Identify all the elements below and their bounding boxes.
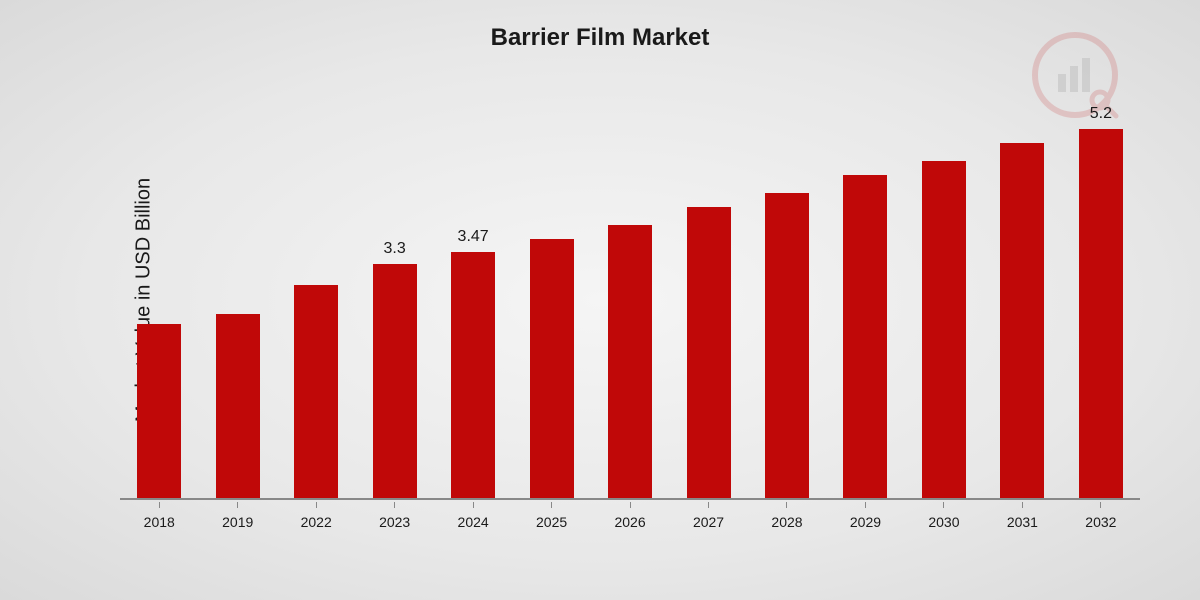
x-tick: 2028 (748, 502, 826, 542)
bar-slot (826, 110, 904, 498)
tick-mark (786, 502, 787, 508)
bar (530, 239, 574, 498)
x-tick: 2027 (669, 502, 747, 542)
tick-mark (708, 502, 709, 508)
bars-container: 3.3 3.47 5.2 (120, 110, 1140, 498)
x-tick-label: 2031 (1007, 514, 1038, 530)
x-tick-label: 2022 (301, 514, 332, 530)
bar (294, 285, 338, 498)
x-tick: 2019 (198, 502, 276, 542)
bar (687, 207, 731, 498)
x-tick-label: 2029 (850, 514, 881, 530)
x-axis: 2018 2019 2022 2023 2024 2025 2026 2027 2028 2029… (120, 502, 1140, 542)
chart-title: Barrier Film Market (0, 24, 1200, 52)
x-tick: 2032 (1062, 502, 1140, 542)
value-label: 3.47 (458, 228, 489, 246)
tick-mark (865, 502, 866, 508)
tick-mark (630, 502, 631, 508)
tick-mark (1100, 502, 1101, 508)
plot-area: 3.3 3.47 5.2 (120, 110, 1140, 500)
bar (922, 161, 966, 498)
x-tick: 2018 (120, 502, 198, 542)
x-tick-label: 2028 (771, 514, 802, 530)
bar (216, 314, 260, 498)
bar-slot (591, 110, 669, 498)
bar-slot (748, 110, 826, 498)
bar-slot (905, 110, 983, 498)
bar (608, 225, 652, 498)
bar-slot (669, 110, 747, 498)
x-tick-label: 2019 (222, 514, 253, 530)
tick-mark (943, 502, 944, 508)
tick-mark (551, 502, 552, 508)
tick-mark (316, 502, 317, 508)
x-tick-label: 2025 (536, 514, 567, 530)
tick-mark (237, 502, 238, 508)
bar (1000, 143, 1044, 498)
bar-slot (277, 110, 355, 498)
tick-mark (394, 502, 395, 508)
x-tick-label: 2030 (928, 514, 959, 530)
x-tick-label: 2018 (144, 514, 175, 530)
x-tick-label: 2023 (379, 514, 410, 530)
bar-slot (198, 110, 276, 498)
bar (843, 175, 887, 498)
value-label: 5.2 (1090, 105, 1112, 123)
bar: 3.3 (373, 264, 417, 498)
bar-slot (512, 110, 590, 498)
tick-mark (159, 502, 160, 508)
tick-mark (473, 502, 474, 508)
x-tick: 2024 (434, 502, 512, 542)
bar-slot: 3.47 (434, 110, 512, 498)
x-tick: 2029 (826, 502, 904, 542)
value-label: 3.3 (384, 240, 406, 258)
x-tick-label: 2026 (614, 514, 645, 530)
x-tick: 2026 (591, 502, 669, 542)
bar: 5.2 (1079, 129, 1123, 498)
tick-mark (1022, 502, 1023, 508)
bar-slot (120, 110, 198, 498)
x-tick: 2025 (512, 502, 590, 542)
bar-slot: 3.3 (355, 110, 433, 498)
x-tick: 2030 (905, 502, 983, 542)
bar: 3.47 (451, 252, 495, 498)
x-tick-label: 2032 (1085, 514, 1116, 530)
x-tick: 2031 (983, 502, 1061, 542)
bar (765, 193, 809, 498)
x-tick: 2023 (355, 502, 433, 542)
bar-slot (983, 110, 1061, 498)
bar-slot: 5.2 (1062, 110, 1140, 498)
x-tick: 2022 (277, 502, 355, 542)
bar (137, 324, 181, 498)
x-tick-label: 2024 (458, 514, 489, 530)
x-tick-label: 2027 (693, 514, 724, 530)
